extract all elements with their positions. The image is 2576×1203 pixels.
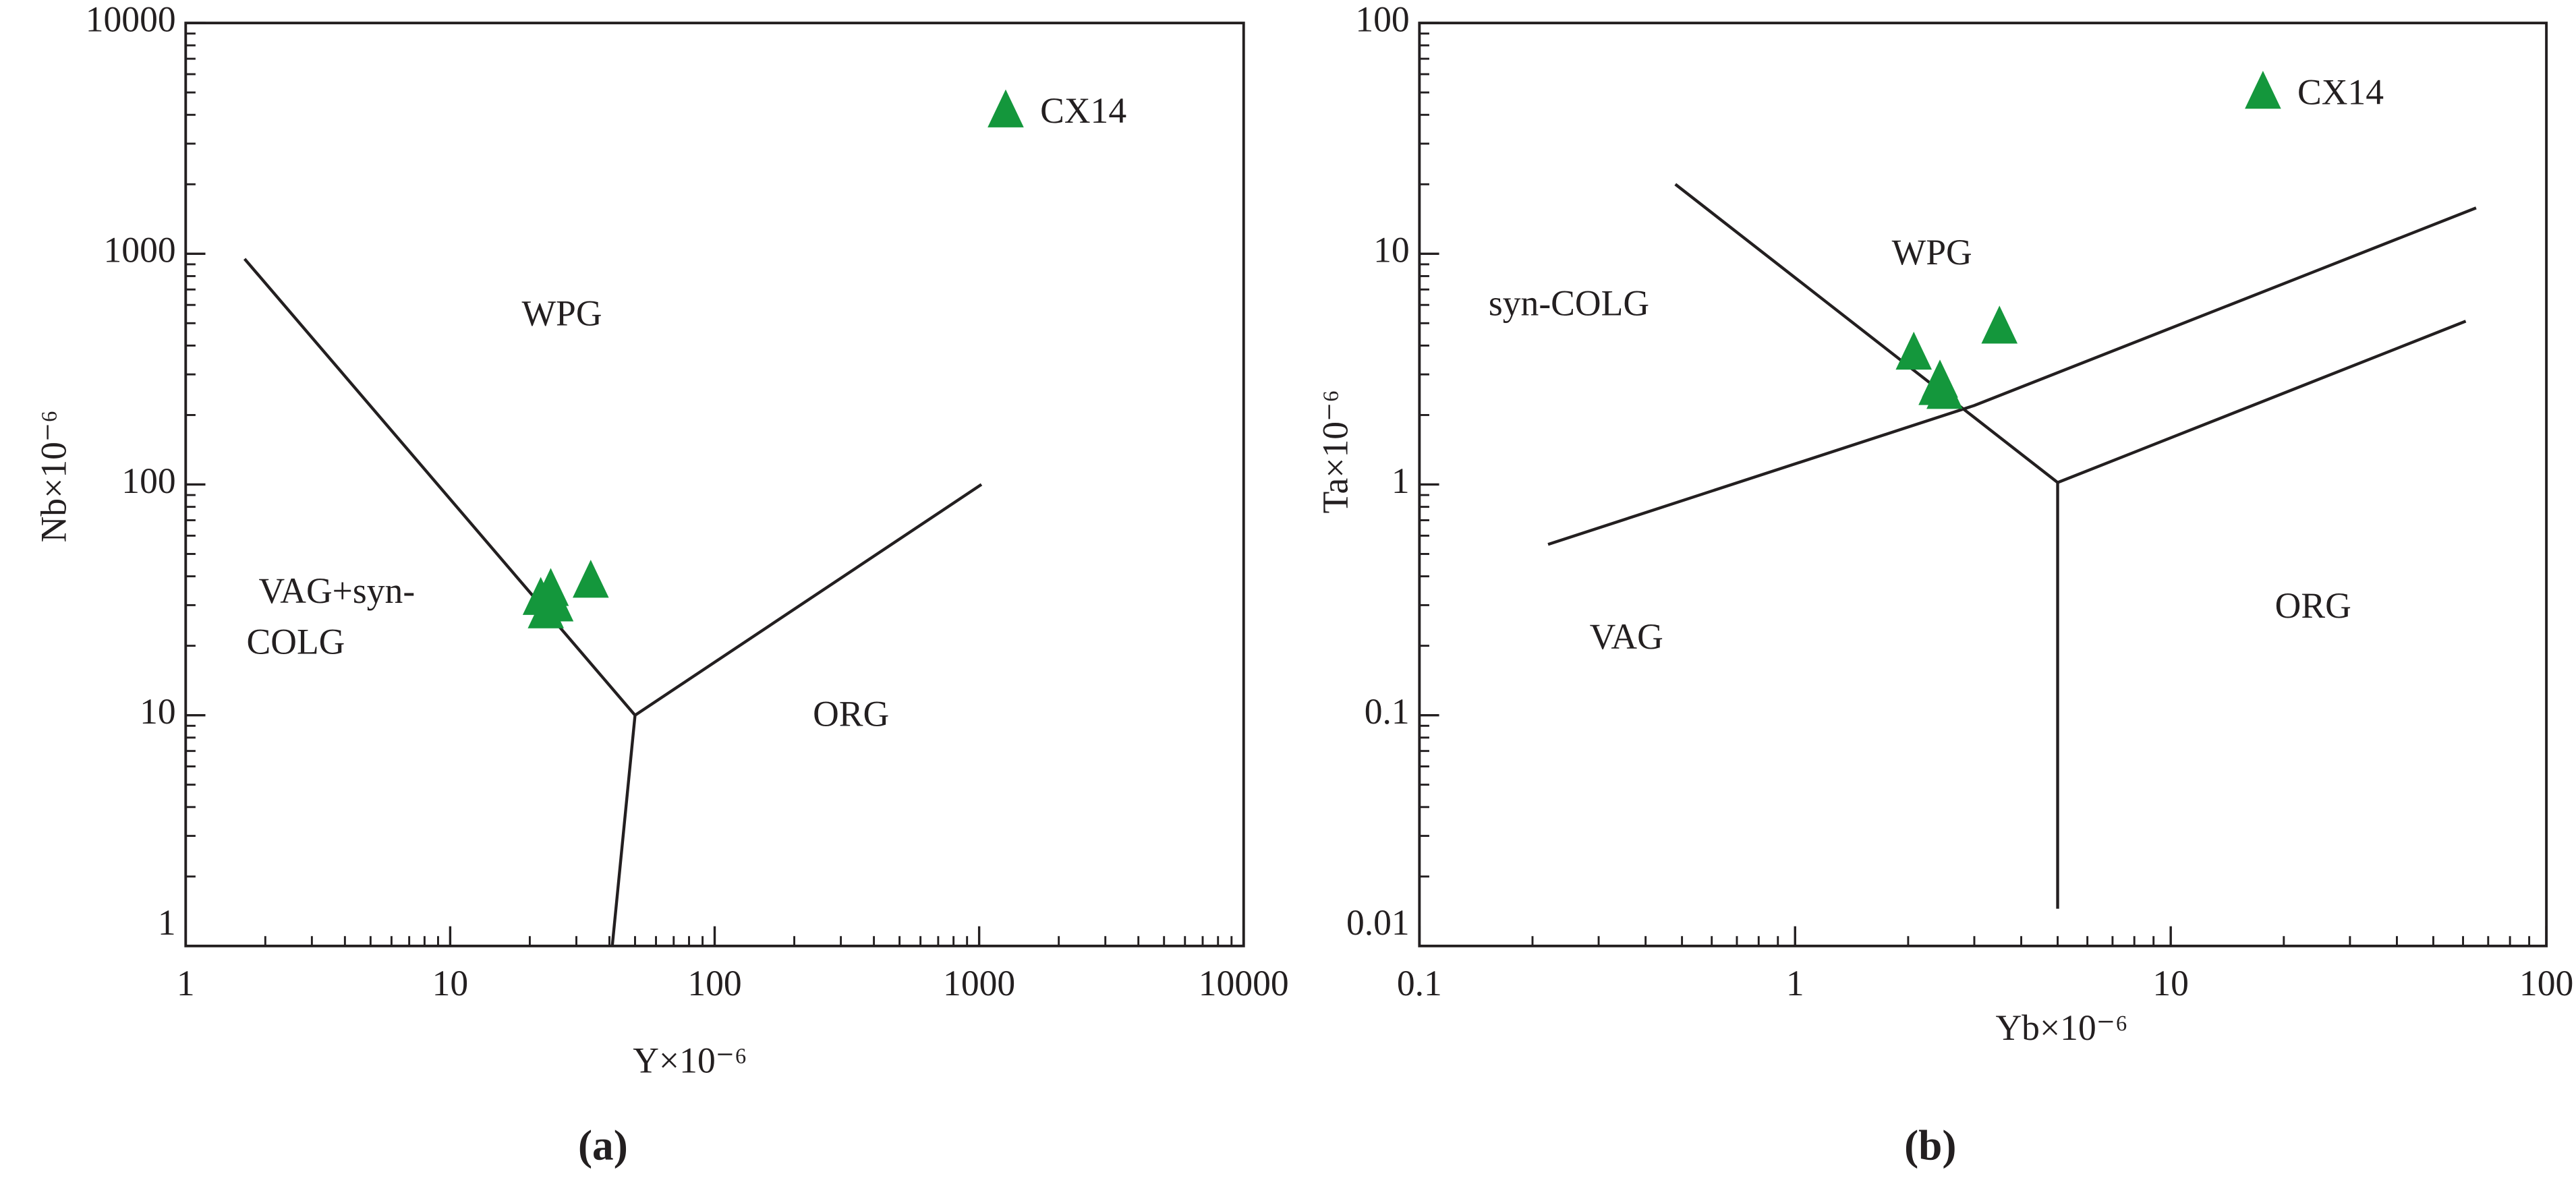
y-tick-label: 1000 xyxy=(104,230,176,270)
x-tick-label: 100 xyxy=(687,963,741,1003)
panel-label: (a) xyxy=(578,1121,628,1169)
x-tick-label: 1 xyxy=(1786,963,1804,1003)
data-point xyxy=(2245,70,2281,109)
region-label: VAG xyxy=(1590,616,1663,657)
boundary-line xyxy=(2057,320,2467,484)
region-label: ORG xyxy=(2275,585,2351,626)
data-point xyxy=(537,583,574,622)
region-label: COLG xyxy=(247,621,345,662)
y-tick-label: 10000 xyxy=(86,0,176,39)
y-tick-label: 1 xyxy=(158,902,176,943)
x-axis-label: Yb×10⁻⁶ xyxy=(1995,1007,2127,1048)
plot-frame xyxy=(184,22,1245,947)
boundary-line xyxy=(1674,183,2059,909)
y-tick-label: 10 xyxy=(140,691,176,732)
point-label: CX14 xyxy=(2297,71,2384,112)
y-axis-label: Ta×10⁻⁶ xyxy=(1315,390,1355,514)
region-label: WPG xyxy=(521,293,602,333)
x-tick-label: 1 xyxy=(177,963,195,1003)
x-tick-label: 1000 xyxy=(943,963,1015,1003)
x-tick-label: 10 xyxy=(432,963,469,1003)
boundary-line xyxy=(634,483,983,717)
data-point xyxy=(1981,305,2018,344)
data-point xyxy=(988,89,1024,127)
data-point xyxy=(1895,331,1933,370)
y-tick-label: 100 xyxy=(1355,0,1409,39)
y-tick-label: 0.1 xyxy=(1365,691,1410,732)
data-point xyxy=(573,560,609,598)
region-label: syn-COLG xyxy=(1489,283,1649,324)
x-tick-label: 0.1 xyxy=(1397,963,1442,1003)
x-axis-label: Y×10⁻⁶ xyxy=(633,1040,747,1080)
y-tick-label: 100 xyxy=(121,461,175,501)
y-tick-label: 10 xyxy=(1373,230,1410,270)
region-label: ORG xyxy=(813,694,889,734)
y-axis-label: Nb×10⁻⁶ xyxy=(34,410,74,542)
x-tick-label: 100 xyxy=(2519,963,2573,1003)
y-tick-label: 0.01 xyxy=(1346,902,1410,943)
plot-frame xyxy=(1418,22,2548,947)
y-tick-label: 1 xyxy=(1392,461,1410,501)
region-label: WPG xyxy=(1892,232,1972,272)
panel-label: (b) xyxy=(1904,1121,1956,1169)
x-tick-label: 10000 xyxy=(1199,963,1289,1003)
point-label: CX14 xyxy=(1040,90,1126,131)
x-tick-label: 10 xyxy=(2152,963,2189,1003)
boundary-line xyxy=(1547,206,2477,546)
boundary-line xyxy=(243,258,637,947)
region-label: VAG+syn- xyxy=(259,570,416,611)
data-point xyxy=(1918,367,1955,405)
